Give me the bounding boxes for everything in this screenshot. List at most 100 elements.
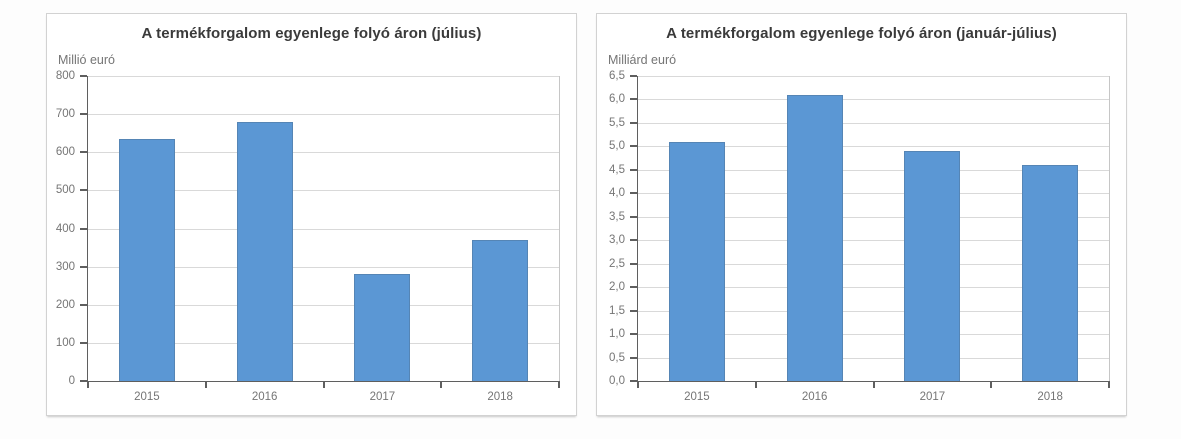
bar-2015 [118, 138, 175, 381]
y-tick-mark [80, 113, 87, 116]
plot-area: 800 700 600 500 400 300 200 100 0 2015 2016 2017 201… [56, 70, 560, 403]
gridline [638, 334, 1109, 336]
y-tick-label: 1,0 [609, 328, 625, 341]
chart-panel-july-balance: A termékforgalom egyenlege folyó áron (j… [46, 13, 577, 416]
y-tick-label: 4,0 [609, 187, 625, 200]
y-tick-label: 1,5 [609, 304, 625, 317]
y-tick-mark [630, 380, 637, 382]
x-tick-mark [754, 381, 757, 388]
gridline [638, 193, 1109, 195]
y-tick-mark [80, 227, 87, 230]
plot-area: 6,5 6,0 5,5 5,0 4,5 4,0 3,5 3,0 2,5 2,0 1,5 1,0 0,5 0… [609, 70, 1110, 403]
x-category-label: 2016 [251, 391, 278, 403]
x-tick-mark [204, 381, 207, 388]
gridline [638, 263, 1109, 265]
gridline [638, 76, 1109, 77]
x-tick-mark [440, 381, 443, 388]
gridline [638, 310, 1109, 312]
x-tick-mark [637, 381, 639, 388]
gridline [88, 152, 559, 154]
y-tick-label: 400 [55, 222, 75, 235]
y-tick-mark [80, 189, 87, 192]
y-tick-label: 600 [55, 146, 75, 159]
y-axis-unit-label: Millió euró [58, 53, 115, 67]
y-tick-label: 500 [55, 184, 75, 197]
y-tick-label: 0,5 [609, 351, 625, 364]
y-tick-label: 0,0 [609, 375, 625, 387]
y-axis-unit-label: Milliárd euró [608, 53, 677, 67]
x-category-label: 2018 [1037, 391, 1063, 403]
y-tick-mark [630, 121, 637, 124]
y-tick-label: 800 [55, 70, 75, 82]
y-tick-label: 700 [55, 108, 75, 121]
bar-2018 [472, 239, 529, 381]
gridline [638, 146, 1109, 148]
y-tick-label: 200 [55, 298, 75, 311]
bar-2016 [236, 122, 293, 381]
y-tick-label: 3,0 [609, 234, 625, 247]
bar-2015 [668, 141, 725, 381]
gridline [88, 228, 559, 230]
gridline [638, 216, 1109, 218]
x-category-label: 2015 [684, 391, 710, 403]
chart-title: A termékforgalom egyenlege folyó áron (j… [141, 25, 482, 42]
gridline [88, 266, 559, 268]
x-category-label: 2018 [487, 391, 513, 403]
y-tick-label: 6,5 [609, 70, 625, 82]
y-tick-label: 5,0 [609, 140, 625, 153]
gridline [638, 240, 1109, 242]
chart-panel-january-july-balance: A termékforgalom egyenlege folyó áron (j… [596, 13, 1127, 416]
y-tick-mark [630, 145, 637, 148]
x-tick-mark [990, 381, 993, 388]
gridline [88, 76, 559, 77]
y-tick-label: 2,0 [609, 281, 625, 294]
y-tick-mark [80, 265, 87, 268]
y-tick-mark [630, 98, 637, 101]
chart-title: A termékforgalom egyenlege folyó áron (j… [666, 25, 1057, 42]
y-tick-label: 3,5 [609, 210, 625, 223]
y-tick-mark [630, 309, 637, 312]
y-tick-label: 5,5 [609, 116, 625, 129]
y-tick-mark [630, 356, 637, 359]
y-tick-mark [80, 380, 87, 382]
y-tick-mark [630, 333, 637, 336]
y-tick-mark [630, 75, 637, 77]
bar-2016 [786, 94, 843, 381]
y-tick-label: 6,0 [609, 93, 625, 106]
bar-2017 [904, 151, 961, 381]
x-category-label: 2015 [134, 391, 160, 403]
y-tick-label: 300 [55, 260, 75, 273]
x-category-label: 2016 [801, 391, 828, 403]
y-tick-label: 0 [68, 375, 75, 387]
y-tick-mark [630, 168, 637, 171]
x-category-label: 2017 [919, 391, 946, 403]
gridline [88, 114, 559, 116]
x-tick-mark [1108, 381, 1110, 388]
gridline [638, 287, 1109, 289]
x-category-label: 2017 [369, 391, 396, 403]
y-tick-mark [630, 286, 637, 289]
y-tick-mark [80, 75, 87, 77]
y-tick-mark [80, 341, 87, 344]
y-tick-label: 2,5 [609, 257, 625, 270]
y-tick-label: 100 [55, 336, 75, 349]
x-tick-mark [87, 381, 89, 388]
bar-2018 [1022, 165, 1079, 381]
x-tick-mark [872, 381, 875, 388]
gridline [88, 342, 559, 344]
y-tick-mark [630, 192, 637, 195]
gridline [88, 304, 559, 306]
gridline [638, 169, 1109, 171]
bar-2017 [354, 273, 411, 381]
gridline [88, 190, 559, 192]
x-tick-mark [558, 381, 560, 388]
y-tick-label: 4,5 [609, 163, 625, 176]
gridline [638, 99, 1109, 101]
y-tick-mark [630, 262, 637, 265]
y-tick-mark [630, 239, 637, 242]
gridline [638, 357, 1109, 359]
y-tick-mark [630, 215, 637, 218]
y-tick-mark [80, 151, 87, 154]
gridline [638, 122, 1109, 124]
